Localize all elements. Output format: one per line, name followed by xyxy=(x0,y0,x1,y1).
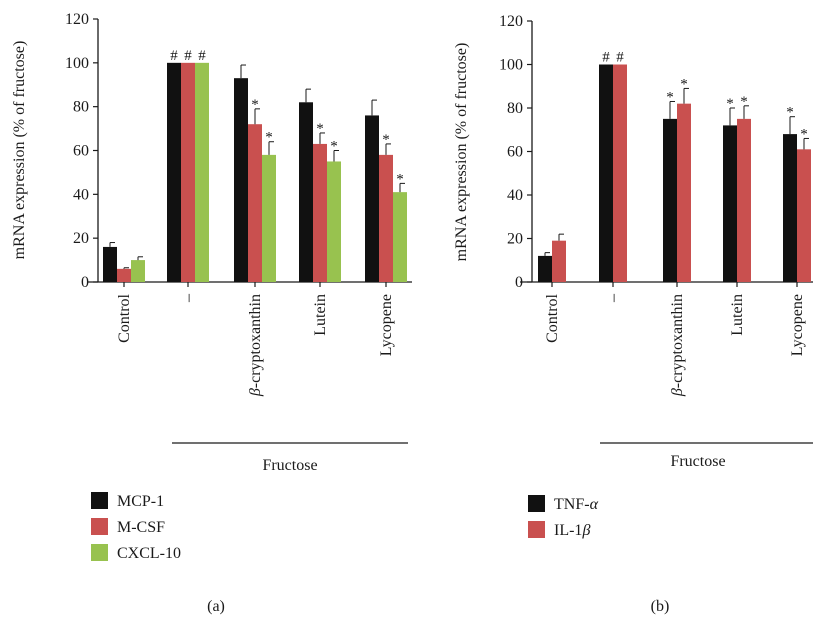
y-tick-label-b: 120 xyxy=(499,13,523,30)
bar-a xyxy=(393,192,407,282)
legend-label-a: CXCL-10 xyxy=(117,545,181,562)
category-label-a: Lutein xyxy=(312,294,329,336)
significance-mark-a: * xyxy=(316,121,324,137)
significance-mark-a: * xyxy=(265,130,273,146)
bar-a xyxy=(234,78,248,282)
y-tick-label-b: 80 xyxy=(507,100,523,117)
bar-b xyxy=(663,118,677,282)
bar-b xyxy=(613,64,627,282)
bar-a xyxy=(379,154,393,282)
significance-mark-a: # xyxy=(170,48,178,64)
y-tick-label-a: 40 xyxy=(73,186,89,203)
y-tick-label-a: 20 xyxy=(73,230,89,247)
significance-mark-a: * xyxy=(396,171,404,187)
significance-mark-b: * xyxy=(800,126,808,142)
legend-label-a: MCP-1 xyxy=(117,493,164,510)
bar-b xyxy=(737,118,751,282)
bar-b xyxy=(783,134,797,282)
bar-b xyxy=(797,149,811,282)
category-label-b: Control xyxy=(544,293,561,342)
significance-mark-b: # xyxy=(602,50,610,66)
legend-swatch-a xyxy=(91,544,108,561)
category-label-a: – xyxy=(180,293,197,303)
bar-a xyxy=(167,62,181,283)
legend-swatch-b xyxy=(528,495,545,512)
significance-mark-b: * xyxy=(740,94,748,110)
significance-mark-b: * xyxy=(680,76,688,92)
y-tick-label-a: 120 xyxy=(65,11,89,28)
bar-a xyxy=(299,102,313,283)
y-tick-label-b: 100 xyxy=(499,57,523,74)
category-label-b: β-cryptoxanthin xyxy=(669,294,686,397)
category-label-a: Control xyxy=(116,293,133,342)
bar-b xyxy=(677,103,691,283)
bar-a xyxy=(313,143,327,282)
bar-b xyxy=(599,64,613,282)
category-label-a: Lycopene xyxy=(378,294,395,356)
significance-mark-a: # xyxy=(184,48,192,64)
bar-a xyxy=(262,154,276,282)
bar-a xyxy=(327,161,341,282)
y-tick-label-b: 40 xyxy=(507,187,523,204)
panel-label-b: (b) xyxy=(651,598,670,615)
panel-label-a: (a) xyxy=(207,598,225,615)
y-axis-label-a: mRNA expression (% of fructose) xyxy=(11,41,28,260)
legend-label-a: M-CSF xyxy=(117,519,165,536)
category-labels-a: Control – β-cryptoxanthin Lutein Lycopene xyxy=(116,293,395,397)
chart-panel-b: mRNA expression (% of fructose) 0 20 40 60 8… xyxy=(453,13,813,615)
y-tick-label-b: 60 xyxy=(507,144,523,161)
significance-mark-a: # xyxy=(198,48,206,64)
bars-b: # * * * # * * * xyxy=(538,50,811,283)
bar-a xyxy=(117,268,131,282)
chart-panel-a: mRNA expression (% of fructose) 0 20 40 60 8… xyxy=(11,11,412,615)
bars-a: # # * * * # * * * xyxy=(103,48,407,283)
bar-b xyxy=(723,125,737,283)
legend-a: MCP-1 M-CSF CXCL-10 xyxy=(91,492,181,562)
bar-a xyxy=(103,246,117,282)
y-ticks-b: 0 20 40 60 80 100 120 xyxy=(499,13,813,291)
bar-b xyxy=(552,240,566,282)
y-tick-label-a: 60 xyxy=(73,143,89,160)
category-labels-b: Control – β-cryptoxanthin Lutein Lycopene xyxy=(544,293,806,397)
y-axis-label-b: mRNA expression (% of fructose) xyxy=(453,43,470,262)
significance-mark-b: # xyxy=(616,50,624,66)
y-tick-label-b: 20 xyxy=(507,231,523,248)
category-label-a: β-cryptoxanthin xyxy=(247,294,264,397)
significance-mark-a: * xyxy=(382,132,390,148)
legend-swatch-a xyxy=(91,518,108,535)
legend-swatch-a xyxy=(91,492,108,509)
significance-mark-a: * xyxy=(330,139,338,155)
category-label-b: – xyxy=(605,293,622,303)
bar-a xyxy=(131,260,145,282)
group-label-b: Fructose xyxy=(670,453,725,470)
bar-a xyxy=(181,62,195,283)
significance-mark-b: * xyxy=(666,89,674,105)
bar-b xyxy=(538,255,552,282)
bar-a xyxy=(195,62,209,283)
legend-label-b: IL-1β xyxy=(554,522,590,539)
category-label-b: Lutein xyxy=(729,294,746,336)
bar-a xyxy=(248,124,262,282)
bar-a xyxy=(365,115,379,282)
legend-b: TNF-α IL-1β xyxy=(528,495,599,539)
category-label-b: Lycopene xyxy=(789,294,806,356)
legend-label-b: TNF-α xyxy=(554,496,599,513)
significance-mark-a: * xyxy=(251,97,259,113)
significance-mark-b: * xyxy=(726,96,734,112)
y-ticks-a: 0 20 40 60 80 100 120 xyxy=(65,11,412,291)
y-tick-label-a: 0 xyxy=(81,274,89,291)
y-tick-label-a: 100 xyxy=(65,55,89,72)
group-label-a: Fructose xyxy=(262,457,317,474)
legend-swatch-b xyxy=(528,521,545,538)
y-tick-label-b: 0 xyxy=(515,274,523,291)
y-tick-label-a: 80 xyxy=(73,99,89,116)
significance-mark-b: * xyxy=(786,105,794,121)
